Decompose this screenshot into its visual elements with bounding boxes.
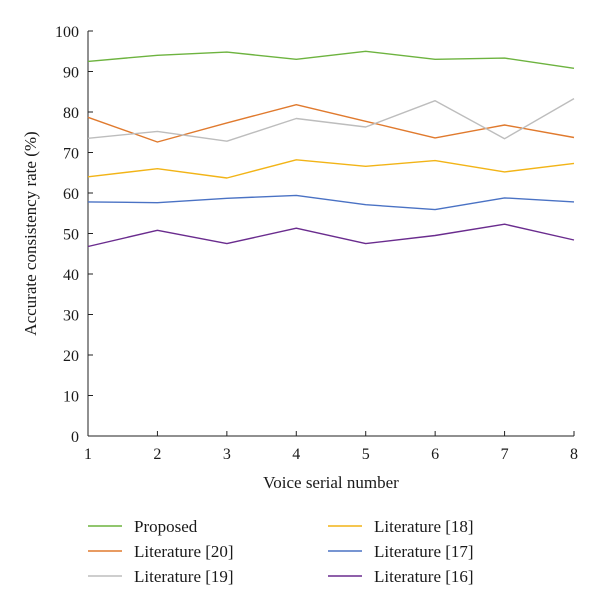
y-tick-label: 90 — [63, 65, 79, 82]
series-line-2 — [87, 97, 575, 142]
legend-label-1: Literature [20] — [134, 542, 234, 561]
x-tick-label: 7 — [501, 446, 509, 463]
legend-label-0: Proposed — [134, 517, 198, 536]
x-tick-label: 8 — [570, 446, 578, 463]
series-line-5 — [87, 223, 575, 248]
legend-label-3: Literature [18] — [374, 517, 474, 536]
y-axis-title: Accurate consistency rate (%) — [21, 131, 40, 335]
chart-axes: 0 10 20 30 40 50 60 70 80 90 100 1 2 3 4 5 6 7 8 — [55, 24, 578, 463]
y-tick-label: 60 — [63, 186, 79, 203]
chart-series — [87, 50, 575, 248]
x-axis-title: Voice serial number — [263, 473, 399, 492]
y-tick-label: 40 — [63, 267, 79, 284]
x-tick-label: 2 — [153, 446, 161, 463]
x-tick-label: 1 — [84, 446, 92, 463]
chart-legend: Proposed Literature [18] Literature [20] Li… — [88, 517, 474, 586]
x-tick-label: 6 — [431, 446, 439, 463]
series-line-4 — [87, 194, 575, 211]
legend-label-5: Literature [16] — [374, 567, 474, 586]
series-line-3 — [87, 159, 575, 179]
y-tick-label: 70 — [63, 146, 79, 163]
y-tick-label: 20 — [63, 348, 79, 365]
y-tick-label: 100 — [55, 24, 79, 41]
y-tick-label: 50 — [63, 227, 79, 244]
y-tick-label: 0 — [71, 429, 79, 446]
legend-label-4: Literature [17] — [374, 542, 474, 561]
series-line-1 — [87, 103, 575, 143]
y-tick-label: 80 — [63, 105, 79, 122]
x-tick-label: 4 — [292, 446, 300, 463]
y-tick-label: 30 — [63, 308, 79, 325]
x-tick-label: 3 — [223, 446, 231, 463]
series-line-0 — [87, 50, 575, 69]
x-tick-label: 5 — [362, 446, 370, 463]
legend-label-2: Literature [19] — [134, 567, 234, 586]
y-tick-label: 10 — [63, 389, 79, 406]
